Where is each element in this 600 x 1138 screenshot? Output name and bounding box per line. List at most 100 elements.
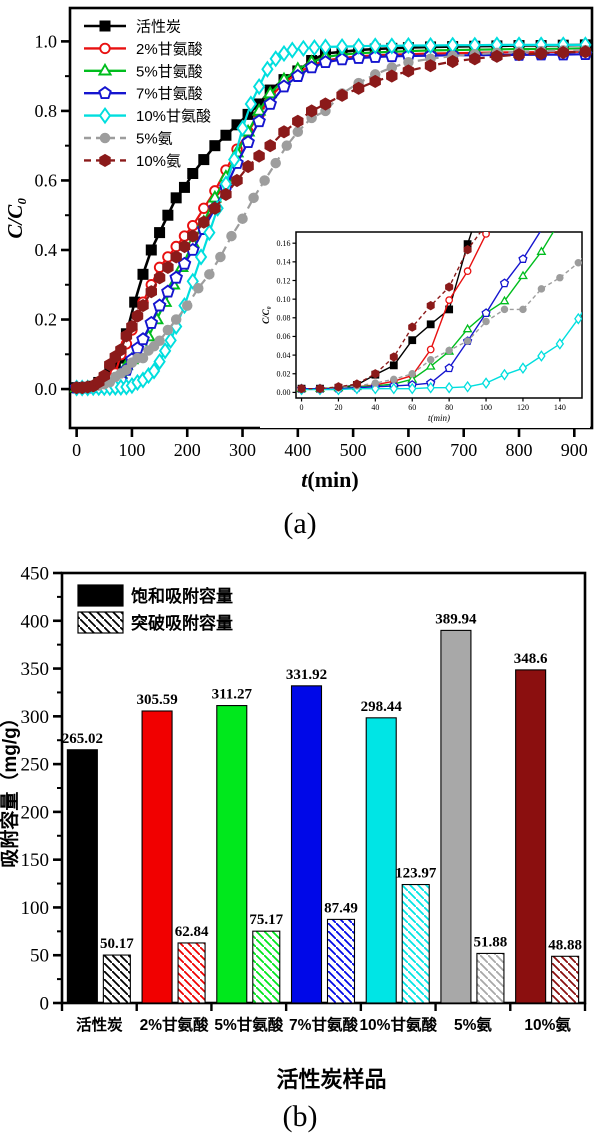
- marker-circle: [154, 335, 165, 346]
- adsorption-capacity-chart: 0 50 100 150 200 250 300 350 400 450 吸附容量（mg/g） 活性炭…: [0, 564, 587, 1092]
- saturated-bar: [66, 749, 98, 1004]
- marker-hexagon: [306, 104, 318, 118]
- marker-diamond: [463, 380, 472, 393]
- marker-hexagon: [426, 301, 435, 311]
- legend-label: 10%氨: [136, 153, 181, 170]
- y-tick-label: 250: [21, 755, 50, 776]
- marker-diamond: [153, 352, 166, 371]
- marker-hexagon: [220, 187, 232, 201]
- marker-pentagon: [444, 363, 454, 373]
- marker-circle: [519, 305, 527, 314]
- marker-pentagon: [351, 50, 366, 64]
- marker-hexagon: [519, 165, 526, 173]
- marker-hexagon: [292, 114, 304, 128]
- inset-x-tick-label: 80: [445, 403, 453, 412]
- marker-diamond: [444, 381, 454, 394]
- marker-circle: [547, 109, 553, 115]
- x-tick-label: 600: [395, 440, 422, 460]
- marker-square: [162, 209, 174, 221]
- marker-diamond: [269, 50, 282, 68]
- inset-x-tick-label: 140: [554, 403, 566, 412]
- marker-circle: [99, 42, 111, 55]
- inset-y-tick-label: 0.04: [277, 351, 291, 360]
- marker-pentagon: [481, 308, 491, 318]
- inset-y-tick-label: 0.10: [277, 295, 291, 304]
- marker-circle: [204, 269, 215, 280]
- marker-circle: [520, 156, 526, 162]
- breakthrough-bar: [551, 955, 580, 1004]
- marker-pentagon: [161, 284, 175, 298]
- saturated-value-label: 331.92: [286, 667, 327, 683]
- legend-label-saturated: 饱和吸附容量: [131, 586, 233, 606]
- marker-square: [220, 129, 232, 141]
- y-tick-label: 0.8: [35, 101, 58, 121]
- breakthrough-bar: [326, 918, 356, 1004]
- marker-diamond: [426, 381, 435, 394]
- marker-hexagon: [131, 309, 144, 323]
- marker-diamond: [518, 362, 528, 375]
- marker-diamond: [228, 150, 241, 169]
- marker-hexagon: [408, 322, 417, 332]
- marker-circle: [226, 230, 237, 242]
- y-tick-label: 100: [21, 898, 50, 919]
- legend-item-ac: 活性炭: [84, 19, 181, 36]
- marker-triangle: [462, 323, 473, 333]
- x-tick-label: 0: [72, 440, 81, 460]
- marker-hexagon: [535, 46, 547, 61]
- marker-pentagon: [252, 114, 266, 128]
- marker-square: [198, 154, 210, 166]
- marker-hexagon: [463, 245, 472, 255]
- marker-diamond: [158, 342, 172, 360]
- bar-group-4: 298.44 123.97 10%甘氨酸: [359, 699, 437, 1034]
- marker-hexagon: [501, 193, 508, 201]
- marker-square: [426, 320, 435, 329]
- inset-x-tick-label: 60: [408, 403, 416, 412]
- marker-circle: [198, 202, 210, 214]
- caption-b: (b): [282, 1100, 318, 1133]
- y-tick-label: 0: [40, 994, 50, 1015]
- y-tick-label: 1.0: [35, 31, 58, 51]
- marker-square: [520, 81, 527, 88]
- marker-diamond: [385, 37, 398, 55]
- breakthrough-bar: [401, 883, 430, 1004]
- breakthrough-value-label: 75.17: [249, 912, 283, 928]
- marker-hexagon: [579, 45, 592, 59]
- marker-pentagon: [318, 55, 333, 69]
- inset-y-tick-label: 0.02: [277, 370, 291, 379]
- y-tick-label: 0.6: [35, 170, 58, 190]
- marker-square: [178, 181, 190, 193]
- y-tick-label: 50: [30, 946, 49, 967]
- marker-circle: [445, 346, 453, 355]
- caption-a: (a): [283, 507, 317, 540]
- marker-pentagon: [290, 68, 305, 82]
- bar-group-2: 311.27 75.17 5%甘氨酸: [212, 687, 284, 1034]
- marker-circle: [371, 379, 380, 387]
- marker-circle: [482, 317, 490, 326]
- breakthrough-bar: [252, 930, 281, 1004]
- marker-pentagon: [368, 49, 383, 63]
- marker-circle: [181, 300, 193, 311]
- marker-hexagon: [469, 52, 481, 66]
- marker-triangle: [425, 361, 436, 370]
- marker-circle: [162, 324, 174, 336]
- marker-pentagon: [547, 211, 555, 218]
- x-tick-label: 100: [118, 440, 145, 460]
- marker-hexagon: [187, 229, 199, 243]
- y-tick-label: 150: [21, 850, 50, 871]
- marker-hexagon: [253, 149, 265, 163]
- marker-diamond: [147, 362, 161, 380]
- legend-label: 7%甘氨酸: [136, 86, 203, 103]
- marker-circle: [193, 282, 204, 294]
- marker-diamond: [593, 285, 600, 295]
- marker-hexagon: [334, 382, 343, 392]
- marker-circle: [259, 175, 270, 186]
- saturated-bar: [216, 705, 248, 1004]
- marker-diamond: [369, 37, 382, 55]
- marker-circle: [556, 273, 564, 282]
- series-nh10: [70, 45, 592, 395]
- category-label: 10%甘氨酸: [359, 1015, 437, 1034]
- saturated-value-label: 305.59: [136, 692, 177, 708]
- marker-square: [145, 244, 157, 256]
- marker-pentagon: [277, 79, 291, 93]
- marker-diamond: [319, 38, 332, 56]
